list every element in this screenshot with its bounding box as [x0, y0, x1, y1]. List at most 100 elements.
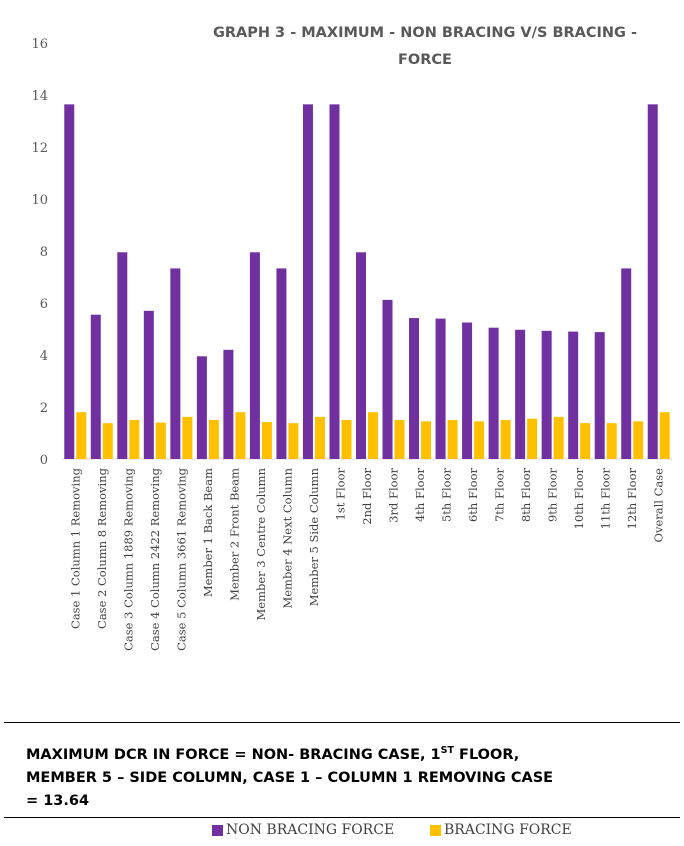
bar-bracing	[76, 412, 87, 459]
bar-bracing	[659, 412, 670, 459]
y-tick-label: 0	[40, 453, 48, 468]
category-labels: Case 1 Column 1 Removing Case 2 Column 8 …	[68, 467, 665, 651]
y-tick-label: 2	[40, 401, 48, 416]
bar-bracing	[394, 420, 405, 459]
bar-bracing	[447, 420, 458, 459]
legend-swatch-non-bracing	[212, 824, 223, 836]
category-label: 11th Floor	[599, 468, 613, 530]
caption-line2: MEMBER 5 – SIDE COLUMN, CASE 1 – COLUMN …	[26, 769, 554, 786]
y-tick-label: 6	[40, 297, 48, 312]
category-label: 6th Floor	[466, 468, 480, 523]
bar-bracing	[606, 423, 617, 459]
bar-bracing	[553, 416, 564, 459]
bar-bracing	[474, 421, 485, 459]
category-label: Member 5 Side Column	[307, 467, 321, 606]
bar-non-bracing	[356, 252, 366, 459]
bar-non-bracing	[382, 299, 393, 459]
bar-bracing	[261, 422, 272, 459]
category-label: Case 4 Column 2422 Removing	[148, 467, 162, 651]
bar-non-bracing	[621, 268, 632, 459]
category-label: Case 3 Column 1889 Removing	[121, 467, 135, 651]
bars	[64, 104, 670, 460]
category-label: 10th Floor	[572, 468, 586, 530]
caption-line1-a: MAXIMUM DCR IN FORCE = NON- BRACING CASE…	[26, 746, 441, 763]
bar-non-bracing	[276, 268, 287, 459]
bar-non-bracing	[541, 330, 552, 459]
bar-non-bracing	[196, 356, 207, 459]
bar-bracing	[182, 416, 193, 459]
bar-non-bracing	[647, 104, 658, 460]
y-tick-label: 4	[40, 349, 48, 364]
bar-non-bracing	[435, 318, 446, 459]
category-label: 5th Floor	[440, 468, 454, 523]
bar-non-bracing	[594, 332, 605, 459]
chart-title-line-1: GRAPH 3 - MAXIMUM - NON BRACING V/S BRAC…	[213, 25, 637, 41]
category-label: Member 4 Next Column	[280, 467, 294, 608]
caption-line1-b: FLOOR,	[453, 746, 520, 763]
bar-bracing	[102, 423, 113, 459]
category-label: Overall Case	[652, 468, 666, 543]
bar-bracing	[527, 418, 538, 459]
bar-bracing	[633, 421, 644, 459]
caption-box: MAXIMUM DCR IN FORCE = NON- BRACING CASE…	[4, 722, 680, 818]
bar-bracing	[129, 420, 140, 459]
category-label: Member 1 Back Beam	[201, 468, 215, 597]
legend-label-bracing: BRACING FORCE	[444, 822, 572, 838]
category-label: Case 1 Column 1 Removing	[68, 467, 82, 629]
bar-non-bracing	[302, 104, 313, 460]
bar-bracing	[341, 420, 352, 459]
y-tick-label: 8	[40, 245, 48, 260]
legend: NON BRACING FORCE BRACING FORCE	[0, 818, 684, 846]
y-tick-label: 14	[31, 89, 48, 104]
category-label: 1st Floor	[333, 468, 347, 521]
chart-title-line-2: FORCE	[398, 52, 452, 68]
bar-non-bracing	[462, 322, 473, 459]
category-label: 7th Floor	[493, 468, 507, 523]
bar-bracing	[314, 416, 325, 459]
bar-non-bracing	[223, 349, 234, 459]
caption-line3: = 13.64	[26, 792, 90, 809]
chart-title: GRAPH 3 - MAXIMUM - NON BRACING V/S BRAC…	[213, 25, 637, 68]
legend-swatch-bracing	[430, 824, 441, 836]
bar-bracing	[580, 423, 591, 459]
bar-non-bracing	[329, 104, 340, 460]
category-label: 3rd Floor	[387, 468, 401, 523]
bar-non-bracing	[64, 104, 75, 460]
bar-bracing	[288, 423, 299, 459]
caption-line1-sup: ST	[440, 745, 454, 756]
bar-non-bracing	[488, 327, 499, 459]
y-tick-label: 10	[31, 193, 48, 208]
y-axis-ticks: 0 2 4 6 8 10 12 14 16	[31, 37, 48, 468]
bar-non-bracing	[515, 329, 526, 459]
bar-bracing	[208, 420, 219, 459]
bar-bracing	[235, 412, 246, 459]
y-tick-label: 16	[31, 37, 48, 52]
bar-bracing	[421, 421, 432, 459]
bar-non-bracing	[143, 310, 154, 459]
bar-non-bracing	[90, 314, 101, 459]
legend-item-bracing: BRACING FORCE	[430, 822, 572, 838]
y-tick-label: 12	[31, 141, 48, 156]
category-label: Member 3 Centre Column	[254, 467, 268, 620]
bar-bracing	[155, 422, 166, 459]
caption-text: MAXIMUM DCR IN FORCE = NON- BRACING CASE…	[26, 739, 666, 813]
category-label: 4th Floor	[413, 468, 427, 523]
category-label: Case 2 Column 8 Removing	[95, 467, 109, 629]
bar-non-bracing	[409, 318, 420, 459]
bar-non-bracing	[170, 268, 181, 459]
category-label: 8th Floor	[519, 468, 533, 523]
category-label: 9th Floor	[546, 468, 560, 523]
category-label: 12th Floor	[625, 468, 639, 530]
bar-bracing	[368, 412, 378, 459]
legend-item-non-bracing: NON BRACING FORCE	[212, 822, 394, 838]
bar-non-bracing	[249, 252, 260, 459]
legend-label-non-bracing: NON BRACING FORCE	[226, 822, 395, 838]
bar-bracing	[500, 420, 511, 459]
bar-non-bracing	[117, 252, 128, 459]
bar-chart: GRAPH 3 - MAXIMUM - NON BRACING V/S BRAC…	[31, 25, 672, 651]
bar-non-bracing	[568, 331, 579, 459]
category-label: 2nd Floor	[360, 468, 374, 525]
category-label: Member 2 Front Beam	[227, 468, 241, 601]
category-label: Case 5 Column 3661 Removing	[174, 467, 188, 651]
